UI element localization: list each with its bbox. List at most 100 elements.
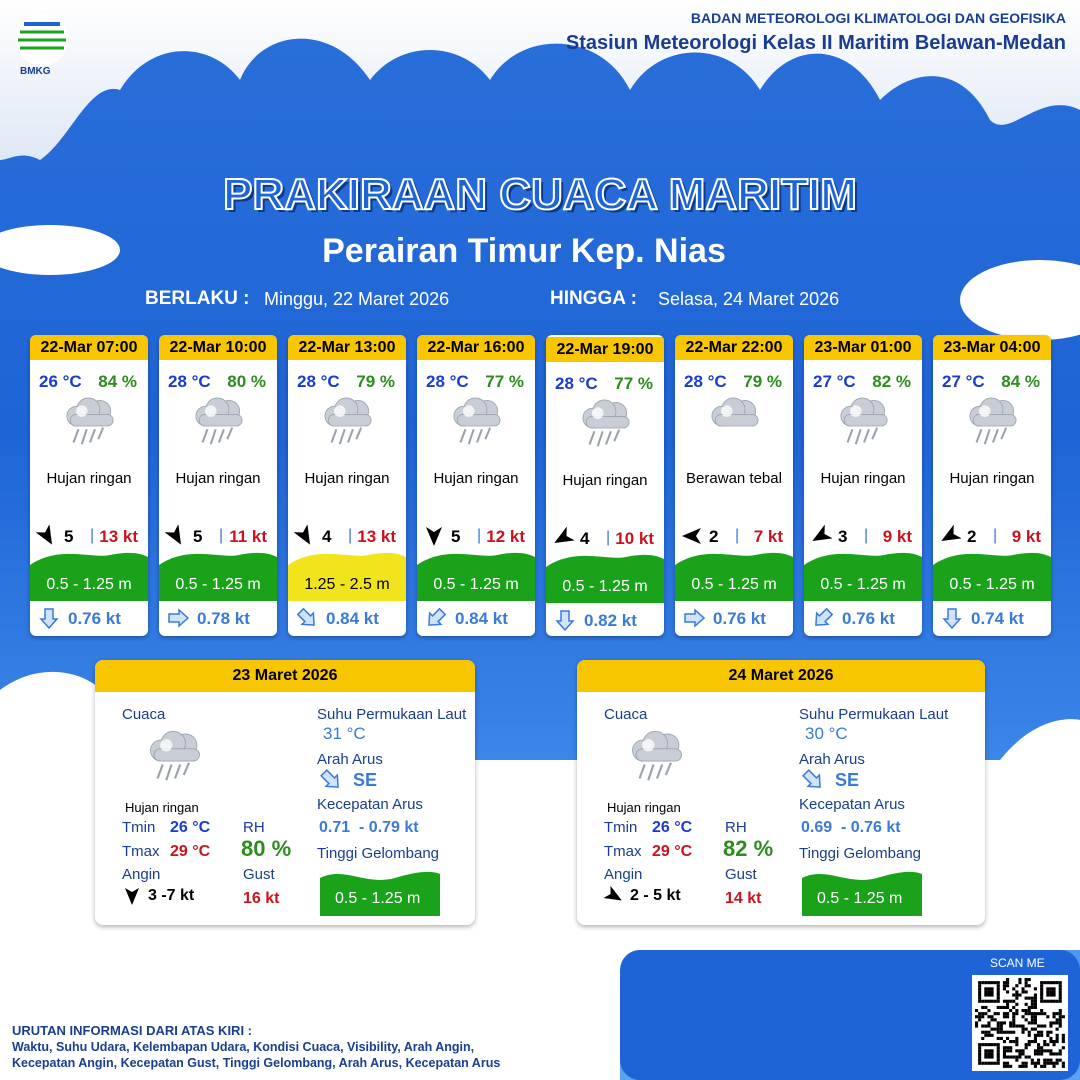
qr-cell [1006,990,1010,994]
icon-wrap [315,393,381,454]
tmin: 26 °C [652,819,693,836]
qr-cell [1033,1040,1037,1044]
qr-cell [1018,978,1022,982]
qr-cell [1009,1064,1013,1068]
qr-cell [1058,981,1062,985]
qr-cell [1040,1030,1044,1034]
qr-cell [1024,1061,1028,1065]
qr-cell [987,1024,991,1028]
current-dir [684,608,706,628]
wind-speed: 5 [193,527,203,546]
qr-cell [1006,1002,1010,1006]
qr-cell [990,1049,994,1053]
qr-cell [978,1061,982,1065]
gust: 7 kt [753,527,783,546]
qr-cell [1027,1055,1031,1059]
qr-cell [1055,1012,1059,1016]
weather-icon [969,397,1017,445]
label: Tinggi Gelombang [317,845,440,862]
current-arrow [167,607,190,634]
qr-cell [1009,1024,1013,1028]
separator: | [735,527,740,544]
qr-cell [1058,996,1062,1000]
weather-icon [324,397,372,445]
qr-cell [1030,1058,1034,1062]
qr-cell [1018,1024,1022,1028]
qr-cell [1009,1030,1013,1034]
qr-cell [1058,1018,1062,1022]
temp: 27 °C [813,372,856,391]
label: Angin [122,866,161,883]
card-time: 22-Mar 10:00 [159,335,277,360]
qr-cell [978,1055,982,1059]
qr-cell [996,981,1000,985]
logo-text: BMKG [20,66,51,77]
humidity: 84 % [1001,372,1040,391]
qr-cell [1021,1015,1025,1019]
sst: 30 °C [805,724,848,743]
weather: Hujan ringan [820,470,906,487]
qr-cell [993,1043,997,1047]
wind-speed: 2 [967,527,977,546]
qr-cell [1015,1009,1019,1013]
label: Kecepatan Arus [317,796,423,813]
qr-cell [1046,999,1050,1003]
qr-cell [1015,996,1019,1000]
qr-cell [981,999,985,1003]
qr-cell [1049,990,1053,994]
separator: | [90,527,95,544]
qr-cell [996,1036,1000,1040]
qr-cell [1055,981,1059,985]
temp: 26 °C [39,372,82,391]
qr-cell [990,1018,994,1022]
weather: Hujan ringan [175,470,261,487]
qr-cell [1046,1061,1050,1065]
wave-bg [804,549,922,606]
qr-cell [1002,987,1006,991]
qr-cell [984,1024,988,1028]
qr-cell [1030,1061,1034,1065]
current-dir [320,769,339,788]
qr-cell [1015,993,1019,997]
qr-cell [1027,996,1031,1000]
qr-cell [1046,1043,1050,1047]
wind-speed: 5 [64,527,74,546]
qr-cell [1021,987,1025,991]
qr-cell [984,999,988,1003]
qr-cell [1033,1005,1037,1009]
qr-cell [1058,1015,1062,1019]
current-arrow [38,607,60,634]
qr-cell [1033,1012,1037,1016]
qr-cell [1015,1002,1019,1006]
qr-cell [990,990,994,994]
wave-height: 0.5 - 1.25 m [335,890,421,907]
qr-cell [1058,1058,1062,1062]
qr-cell [990,1061,994,1065]
wave-height: 0.5 - 1.25 m [949,576,1035,593]
qr-cell [978,981,982,985]
qr-cell [1002,981,1006,985]
qr-cell [1021,1027,1025,1031]
qr-cell [1046,1049,1050,1053]
weather-icon [632,730,682,781]
qr-cell [1027,1009,1031,1013]
icon-wrap [831,393,897,454]
qr-cell [1024,1009,1028,1013]
qr-cell [984,990,988,994]
qr-cell [1046,1015,1050,1019]
qr-cell [1049,1030,1053,1034]
qr-cell [1033,1036,1037,1040]
label: Tmin [122,819,156,836]
qr-cell [1049,1024,1053,1028]
qr-cell [1058,1021,1062,1025]
qr-cell [1006,981,1010,985]
qr-cell [1012,1055,1016,1059]
qr-cell [1037,1043,1041,1047]
info-title: URUTAN INFORMASI DARI ATAS KIRI : [12,1023,252,1038]
qr-cell [1037,1024,1041,1028]
icon-wrap [573,395,639,456]
title: PRAKIRAAN CUACA MARITIM [222,169,858,220]
qr-cell [1033,1002,1037,1006]
wave-height: 1.25 - 2.5 m [304,576,390,593]
qr-cell [996,990,1000,994]
